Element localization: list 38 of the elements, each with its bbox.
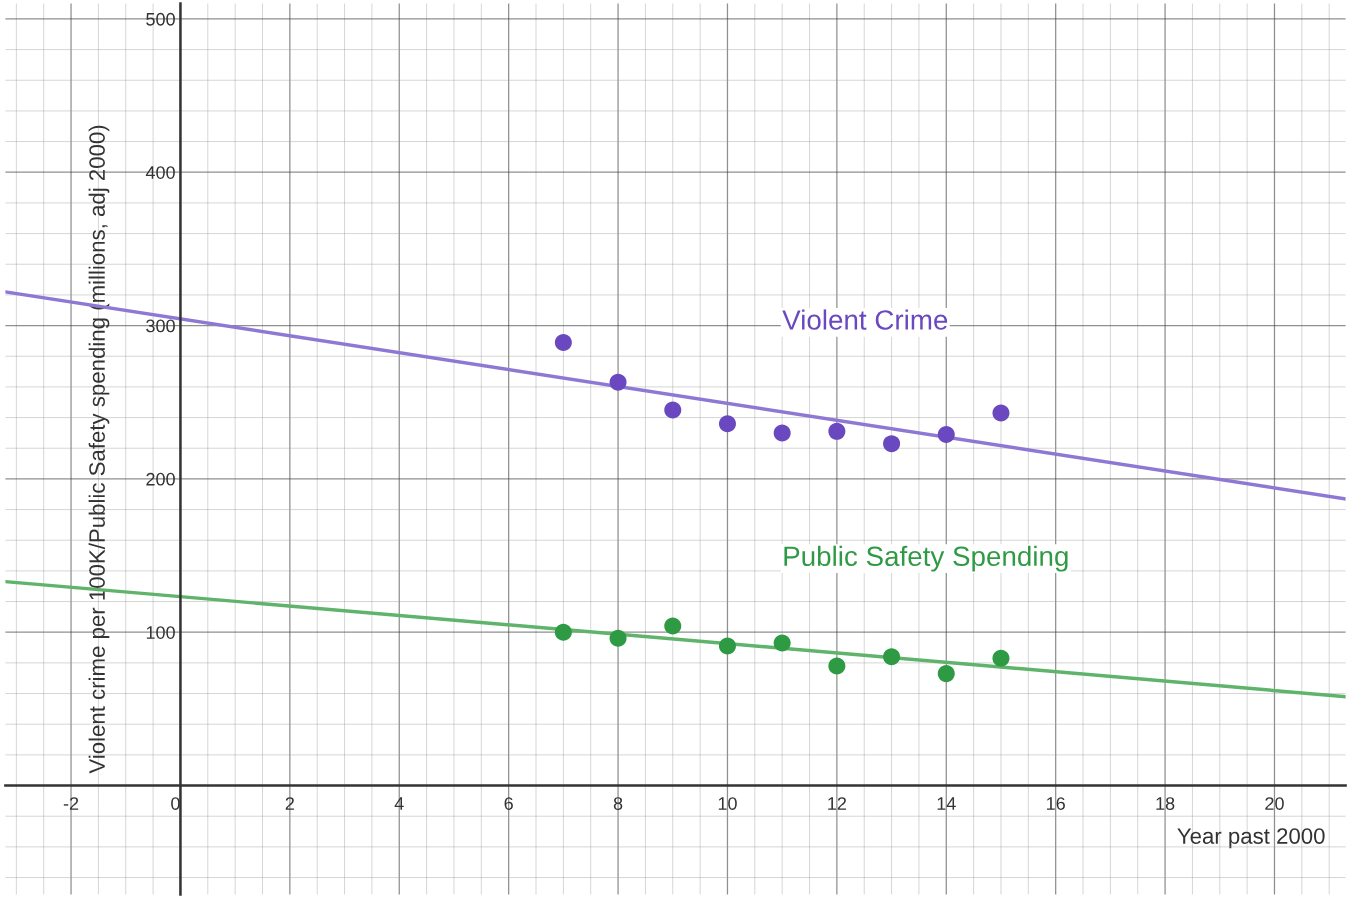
point <box>773 424 791 442</box>
x-tick-label: 6 <box>504 797 513 810</box>
point <box>718 415 736 433</box>
x-axis-title: Year past 2000 <box>1177 828 1325 849</box>
x-tick-label: -2 <box>63 797 79 810</box>
x-tick-label: 14 <box>937 797 956 810</box>
x-tick-label: 16 <box>1047 797 1065 810</box>
point <box>883 435 901 453</box>
y-tick-label: 100 <box>146 626 175 639</box>
point <box>992 404 1010 422</box>
point <box>664 401 682 419</box>
x-tick-label: 2 <box>285 797 294 810</box>
x-tick-label: 4 <box>394 797 404 810</box>
x-tick-label: 20 <box>1265 797 1284 810</box>
text: Violent Crime <box>782 309 948 330</box>
y-tick-label: 300 <box>146 319 175 333</box>
point <box>554 623 572 641</box>
text: Public Safety Spending <box>784 545 1068 572</box>
point <box>664 617 682 635</box>
point <box>609 629 627 647</box>
point <box>828 657 846 675</box>
point <box>937 425 955 443</box>
y-tick-label: 500 <box>146 12 175 26</box>
point <box>937 665 955 683</box>
point <box>883 648 901 666</box>
x-tick-label: 12 <box>828 797 847 810</box>
x-tick-label: 8 <box>613 797 623 810</box>
point <box>773 634 791 652</box>
point <box>554 333 572 351</box>
y-tick-label: 400 <box>145 166 175 179</box>
point <box>828 422 846 440</box>
x-tick-label: 10 <box>718 797 737 810</box>
point <box>609 373 627 391</box>
y-axis-title: Violent crime per 100K/Public Safety spending (millions, adj 2000) <box>88 125 110 774</box>
x-tick-label: 18 <box>1156 797 1175 810</box>
point <box>992 649 1010 667</box>
point <box>718 637 736 655</box>
y-tick-label: 200 <box>146 472 175 486</box>
